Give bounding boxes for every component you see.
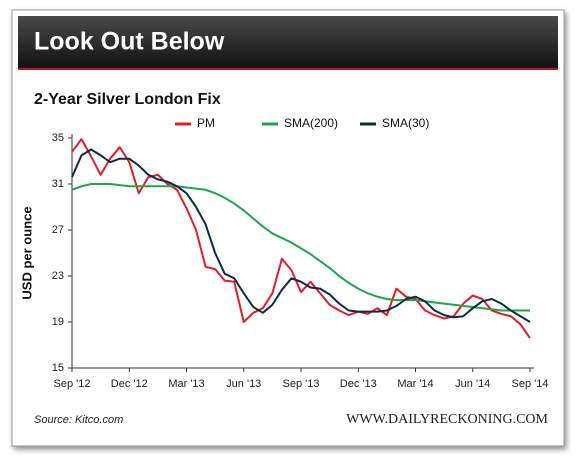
legend-label: SMA(200) bbox=[284, 116, 338, 130]
source: Source: Kitco.com bbox=[34, 414, 123, 426]
y-tick-label: 19 bbox=[52, 316, 64, 328]
y-axis-label: USD per ounce bbox=[19, 206, 34, 299]
legend-label: SMA(30) bbox=[382, 116, 429, 130]
series-line bbox=[71, 138, 531, 339]
x-tick-label: Sep '12 bbox=[54, 378, 91, 390]
legend-label: PM bbox=[197, 116, 215, 130]
y-tick-label: 15 bbox=[52, 362, 64, 374]
x-tick-label: Mar '14 bbox=[397, 378, 433, 390]
header-title: Look Out Below bbox=[34, 28, 225, 56]
series-line bbox=[71, 148, 531, 323]
series-line bbox=[71, 183, 530, 312]
brand: WWW.DAILYRECKONING.COM bbox=[346, 412, 548, 427]
y-tick-label: 27 bbox=[52, 224, 64, 236]
x-tick-label: Mar '13 bbox=[168, 378, 204, 390]
x-tick-label: Sep '13 bbox=[283, 378, 320, 390]
y-tick-label: 35 bbox=[52, 132, 64, 144]
card bbox=[11, 9, 565, 447]
x-tick-label: Jun '14 bbox=[455, 378, 490, 390]
y-tick-label: 23 bbox=[52, 270, 64, 282]
header-bar bbox=[18, 16, 558, 68]
y-tick-label: 31 bbox=[52, 178, 64, 190]
x-tick-label: Dec '12 bbox=[111, 378, 148, 390]
chart-title: 2-Year Silver London Fix bbox=[34, 91, 221, 108]
x-tick-label: Dec '13 bbox=[340, 378, 377, 390]
x-tick-label: Sep '14 bbox=[512, 378, 549, 390]
x-tick-label: Jun '13 bbox=[226, 378, 261, 390]
header-rule bbox=[18, 68, 558, 70]
